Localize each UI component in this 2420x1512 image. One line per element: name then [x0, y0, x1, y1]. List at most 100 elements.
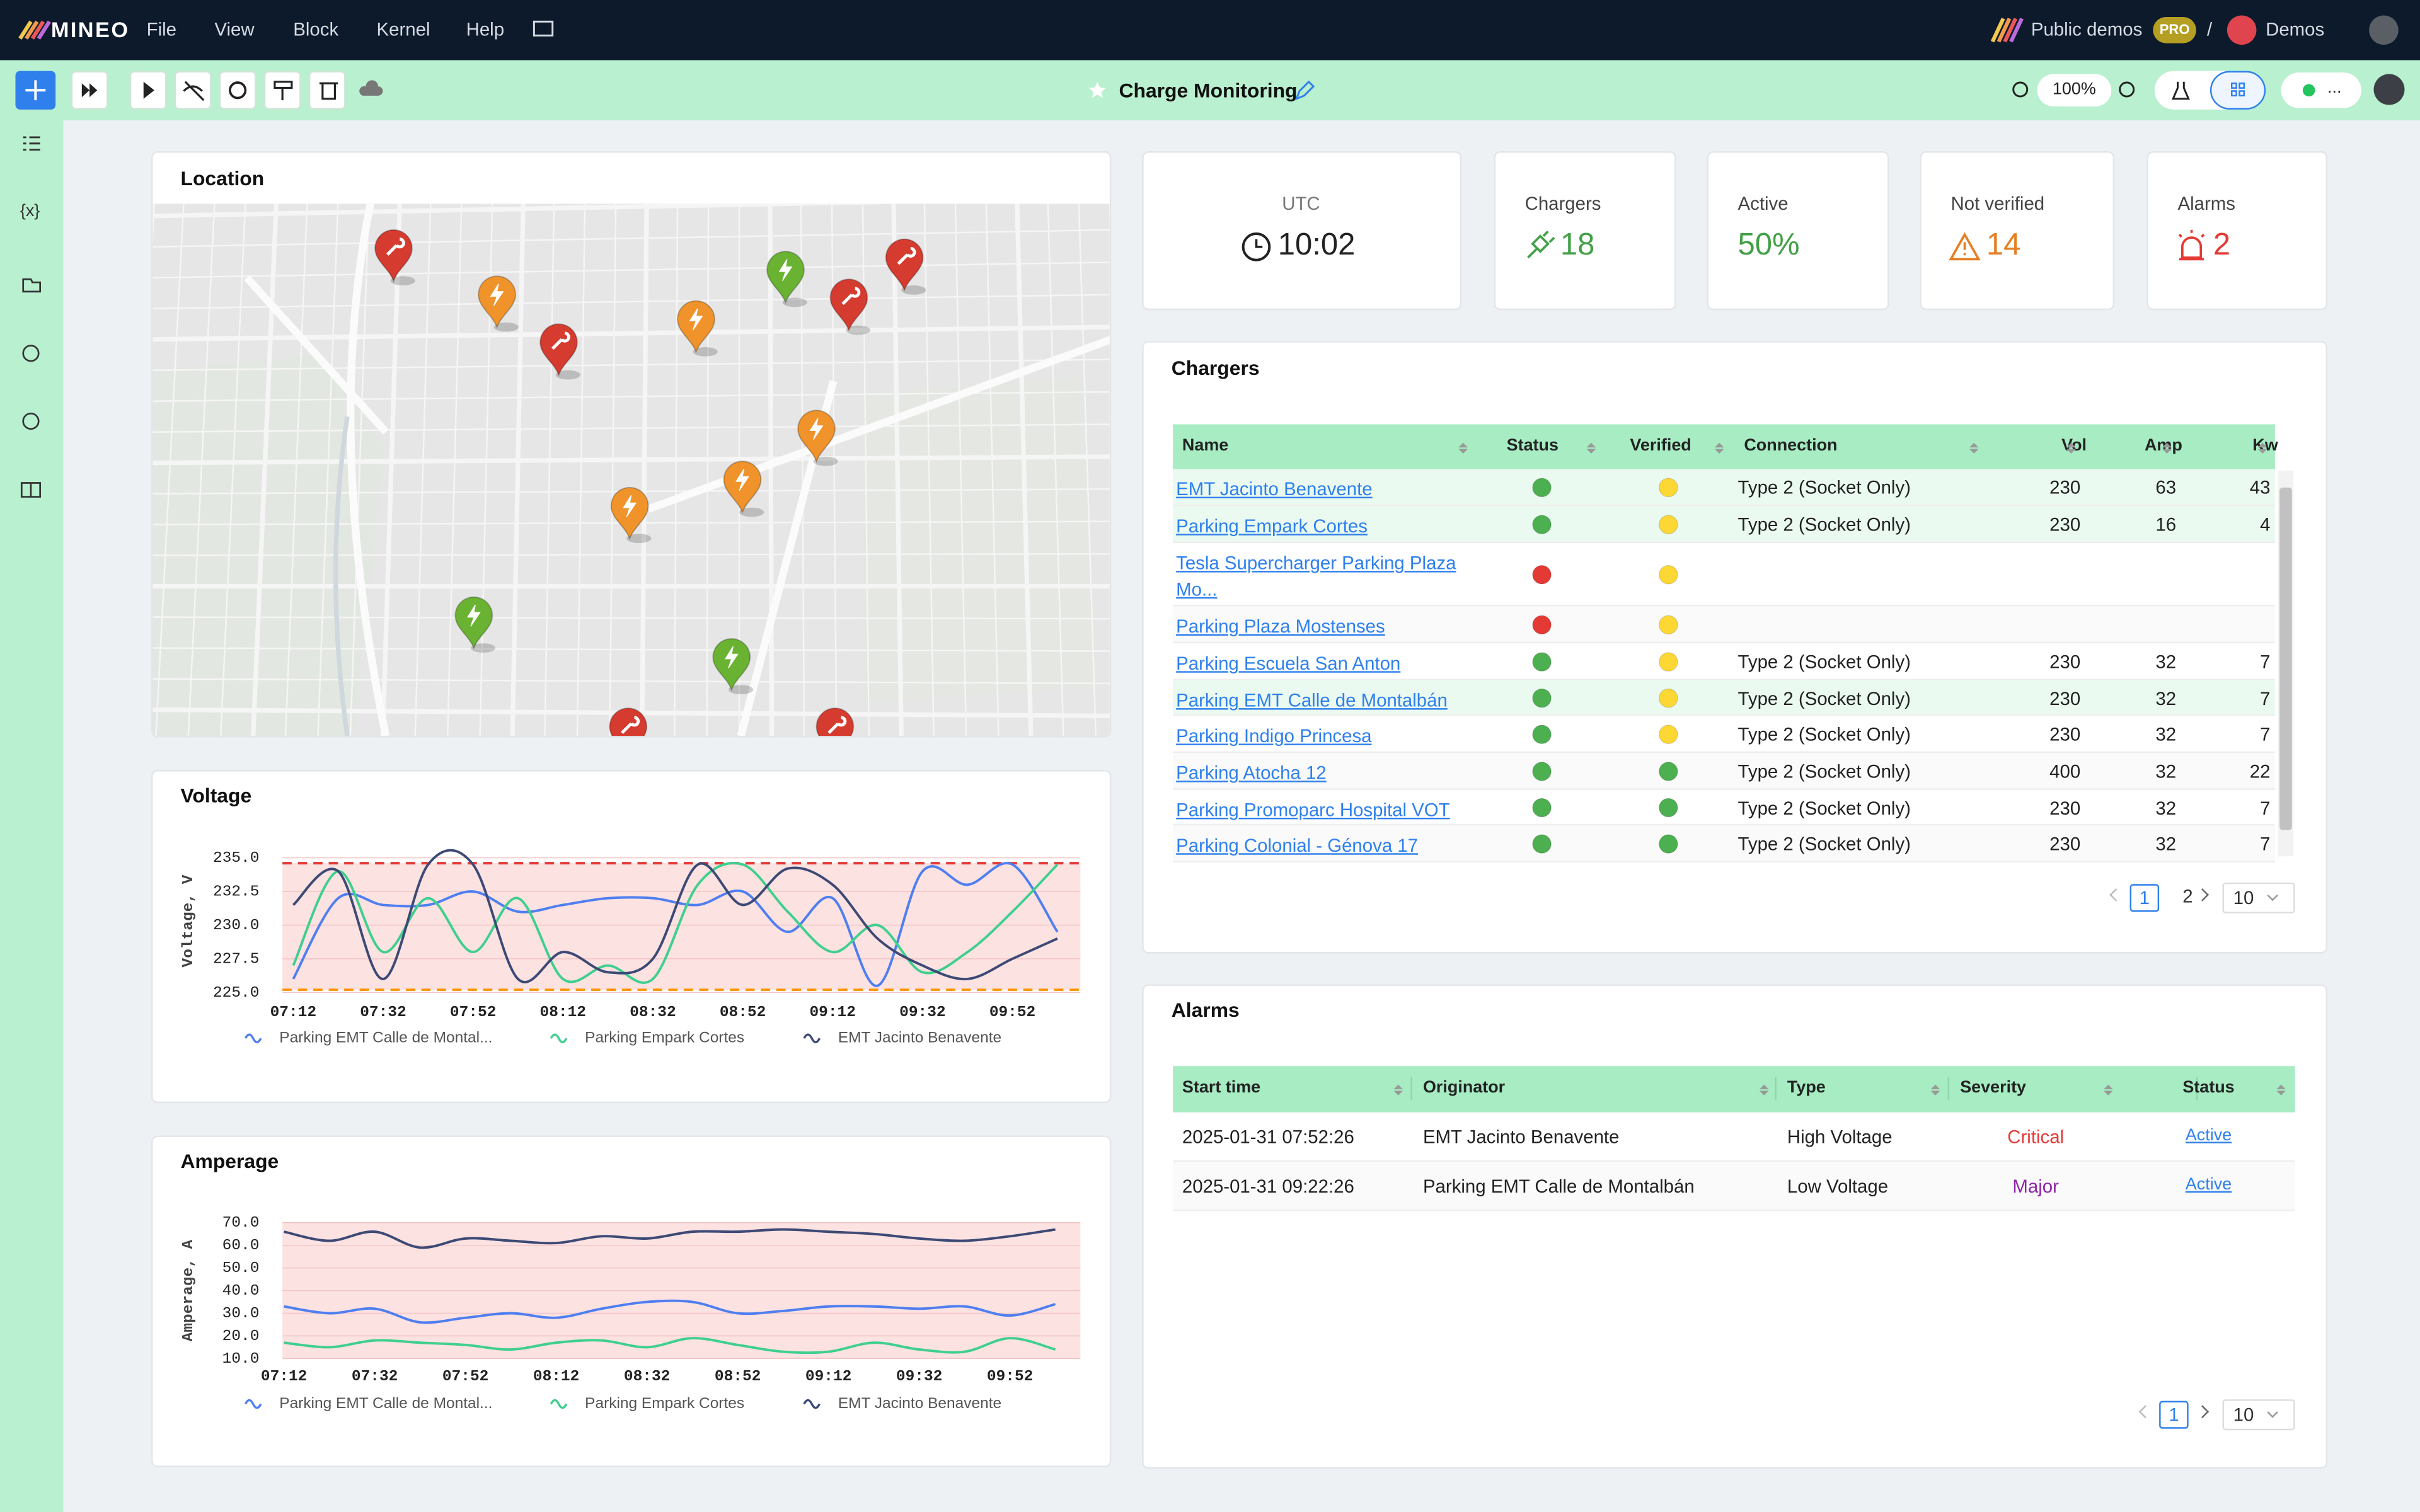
kpi-value: 10:02	[1277, 228, 1356, 263]
view-active[interactable]	[2210, 71, 2266, 110]
column-header[interactable]: Start time	[1182, 1078, 1261, 1097]
cell-number: 7	[2260, 796, 2271, 819]
toolbar-avatar[interactable]	[2373, 74, 2405, 105]
menu-item[interactable]: File	[146, 18, 177, 40]
column-header[interactable]: Status	[1506, 437, 1559, 455]
zoom[interactable]: 100%	[2037, 74, 2112, 106]
charger-link[interactable]: Parking Plaza Mostenses	[1176, 616, 1385, 638]
charger-link[interactable]: Parking Indigo Princesa	[1176, 725, 1372, 747]
table-row	[1173, 1162, 2295, 1211]
kpi-label: UTC	[1282, 193, 1320, 215]
tool-button[interactable]	[308, 71, 346, 110]
column-header[interactable]: Verified	[1630, 437, 1691, 455]
page-number[interactable]: 2	[2182, 885, 2193, 908]
page-number[interactable]: 1	[2129, 884, 2160, 912]
severity: Major	[2012, 1176, 2059, 1198]
cell: Low Voltage	[1787, 1176, 1889, 1198]
tool-button[interactable]	[174, 71, 212, 110]
variables-icon[interactable]: {x}	[20, 202, 40, 221]
cell-number: 230	[2049, 513, 2081, 536]
table-row	[1173, 1112, 2295, 1162]
kpi-label: Alarms	[2177, 193, 2235, 215]
user-avatar[interactable]	[2369, 15, 2399, 45]
column-divider	[1775, 1077, 1777, 1101]
map-label: MADRID	[580, 478, 683, 505]
tool-button[interactable]	[129, 71, 167, 110]
column-divider	[2196, 1077, 2198, 1101]
menu-item[interactable]: Block	[293, 18, 339, 40]
kernel-status[interactable]	[2281, 72, 2361, 108]
menu-item[interactable]: View	[214, 18, 255, 40]
sort-down	[1458, 449, 1468, 459]
charger-link[interactable]: Parking EMT Calle de Montalbán	[1176, 689, 1448, 711]
status-link[interactable]: Active	[2185, 1126, 2232, 1145]
map-label: Fuente de las Conchas	[381, 441, 457, 469]
connection: Type 2 (Socket Only)	[1737, 796, 1911, 819]
page-size[interactable]: 10	[2222, 1399, 2295, 1431]
card	[1494, 151, 1676, 311]
sort-down	[2257, 449, 2267, 459]
map-label: Bosque del Recuerdo	[838, 569, 900, 597]
table-header	[1173, 1066, 2295, 1113]
separator: /	[2207, 18, 2213, 40]
card-title: Alarms	[1171, 998, 1240, 1022]
kpi-label: Not verified	[1950, 193, 2045, 215]
project[interactable]: Demos	[2266, 18, 2325, 40]
connection: Type 2 (Socket Only)	[1737, 760, 1911, 782]
column-header[interactable]: Severity	[1960, 1078, 2027, 1097]
charger-link[interactable]: Parking Promoparc Hospital VOT	[1176, 799, 1450, 821]
charger-link[interactable]: Tesla Supercharger Parking Plaza Mo...	[1176, 552, 1456, 600]
page-size[interactable]: 10	[2222, 882, 2295, 914]
map-zoom-out[interactable]: −	[176, 259, 193, 290]
map-label: Fuente del Cielo	[453, 393, 544, 408]
page-number[interactable]: 1	[2159, 1400, 2189, 1429]
card-title: Voltage	[180, 784, 252, 807]
cell-number: 16	[2155, 513, 2177, 536]
card	[1142, 984, 2328, 1469]
street	[153, 203, 156, 246]
sort-up	[2257, 438, 2267, 448]
cell-number: 32	[2155, 651, 2177, 673]
cell-number: 230	[2049, 651, 2081, 673]
workspace[interactable]: Public demos	[2031, 18, 2143, 40]
badge: PRO	[2153, 16, 2196, 43]
tool-button[interactable]	[263, 71, 301, 110]
menu-item[interactable]: Help	[466, 18, 505, 40]
card-title: Amperage	[180, 1149, 279, 1173]
cell-number: 32	[2155, 833, 2177, 855]
sidebar	[0, 120, 64, 1512]
card	[2146, 151, 2328, 311]
cell-number: 7	[2260, 651, 2271, 673]
kpi-value: 2	[2213, 228, 2231, 263]
cell-number: 4	[2260, 513, 2271, 536]
tool-button[interactable]	[71, 71, 108, 110]
column-header[interactable]: Originator	[1422, 1078, 1506, 1097]
tool-button[interactable]	[219, 71, 256, 110]
column-header[interactable]: Type	[1787, 1078, 1826, 1097]
map-zoom-in[interactable]: +	[165, 217, 205, 256]
column-header[interactable]: Connection	[1744, 437, 1838, 455]
cell-number: 230	[2049, 476, 2081, 499]
charger-link[interactable]: Parking Colonial - Génova 17	[1176, 834, 1419, 857]
scrollbar-thumb[interactable]	[2279, 487, 2292, 830]
map-label: Calle de O'Donnell	[975, 394, 1078, 409]
cell-number: 32	[2155, 760, 2177, 782]
sort-down	[2103, 1091, 2113, 1100]
column-header[interactable]: Status	[2182, 1078, 2235, 1097]
connection: Type 2 (Socket Only)	[1737, 513, 1911, 536]
column-header[interactable]: Name	[1182, 437, 1229, 455]
cell: 2025-01-31 07:52:26	[1182, 1126, 1354, 1148]
cell-number: 230	[2049, 796, 2081, 819]
sort-up	[1969, 438, 1979, 448]
add-button[interactable]	[15, 71, 56, 110]
card	[151, 770, 1112, 1104]
cell: Parking EMT Calle de Montalbán	[1422, 1176, 1695, 1198]
brand: MINEO	[50, 16, 130, 42]
charger-link[interactable]: Parking Empark Cortes	[1176, 515, 1368, 537]
charger-link[interactable]: Parking Atocha 12	[1176, 762, 1327, 784]
status-link[interactable]: Active	[2185, 1176, 2232, 1194]
menu-item[interactable]: Kernel	[376, 18, 430, 40]
charger-link[interactable]: EMT Jacinto Benavente	[1176, 478, 1373, 500]
charger-link[interactable]: Parking Escuela San Anton	[1176, 652, 1401, 675]
cell-number: 230	[2049, 723, 2081, 745]
